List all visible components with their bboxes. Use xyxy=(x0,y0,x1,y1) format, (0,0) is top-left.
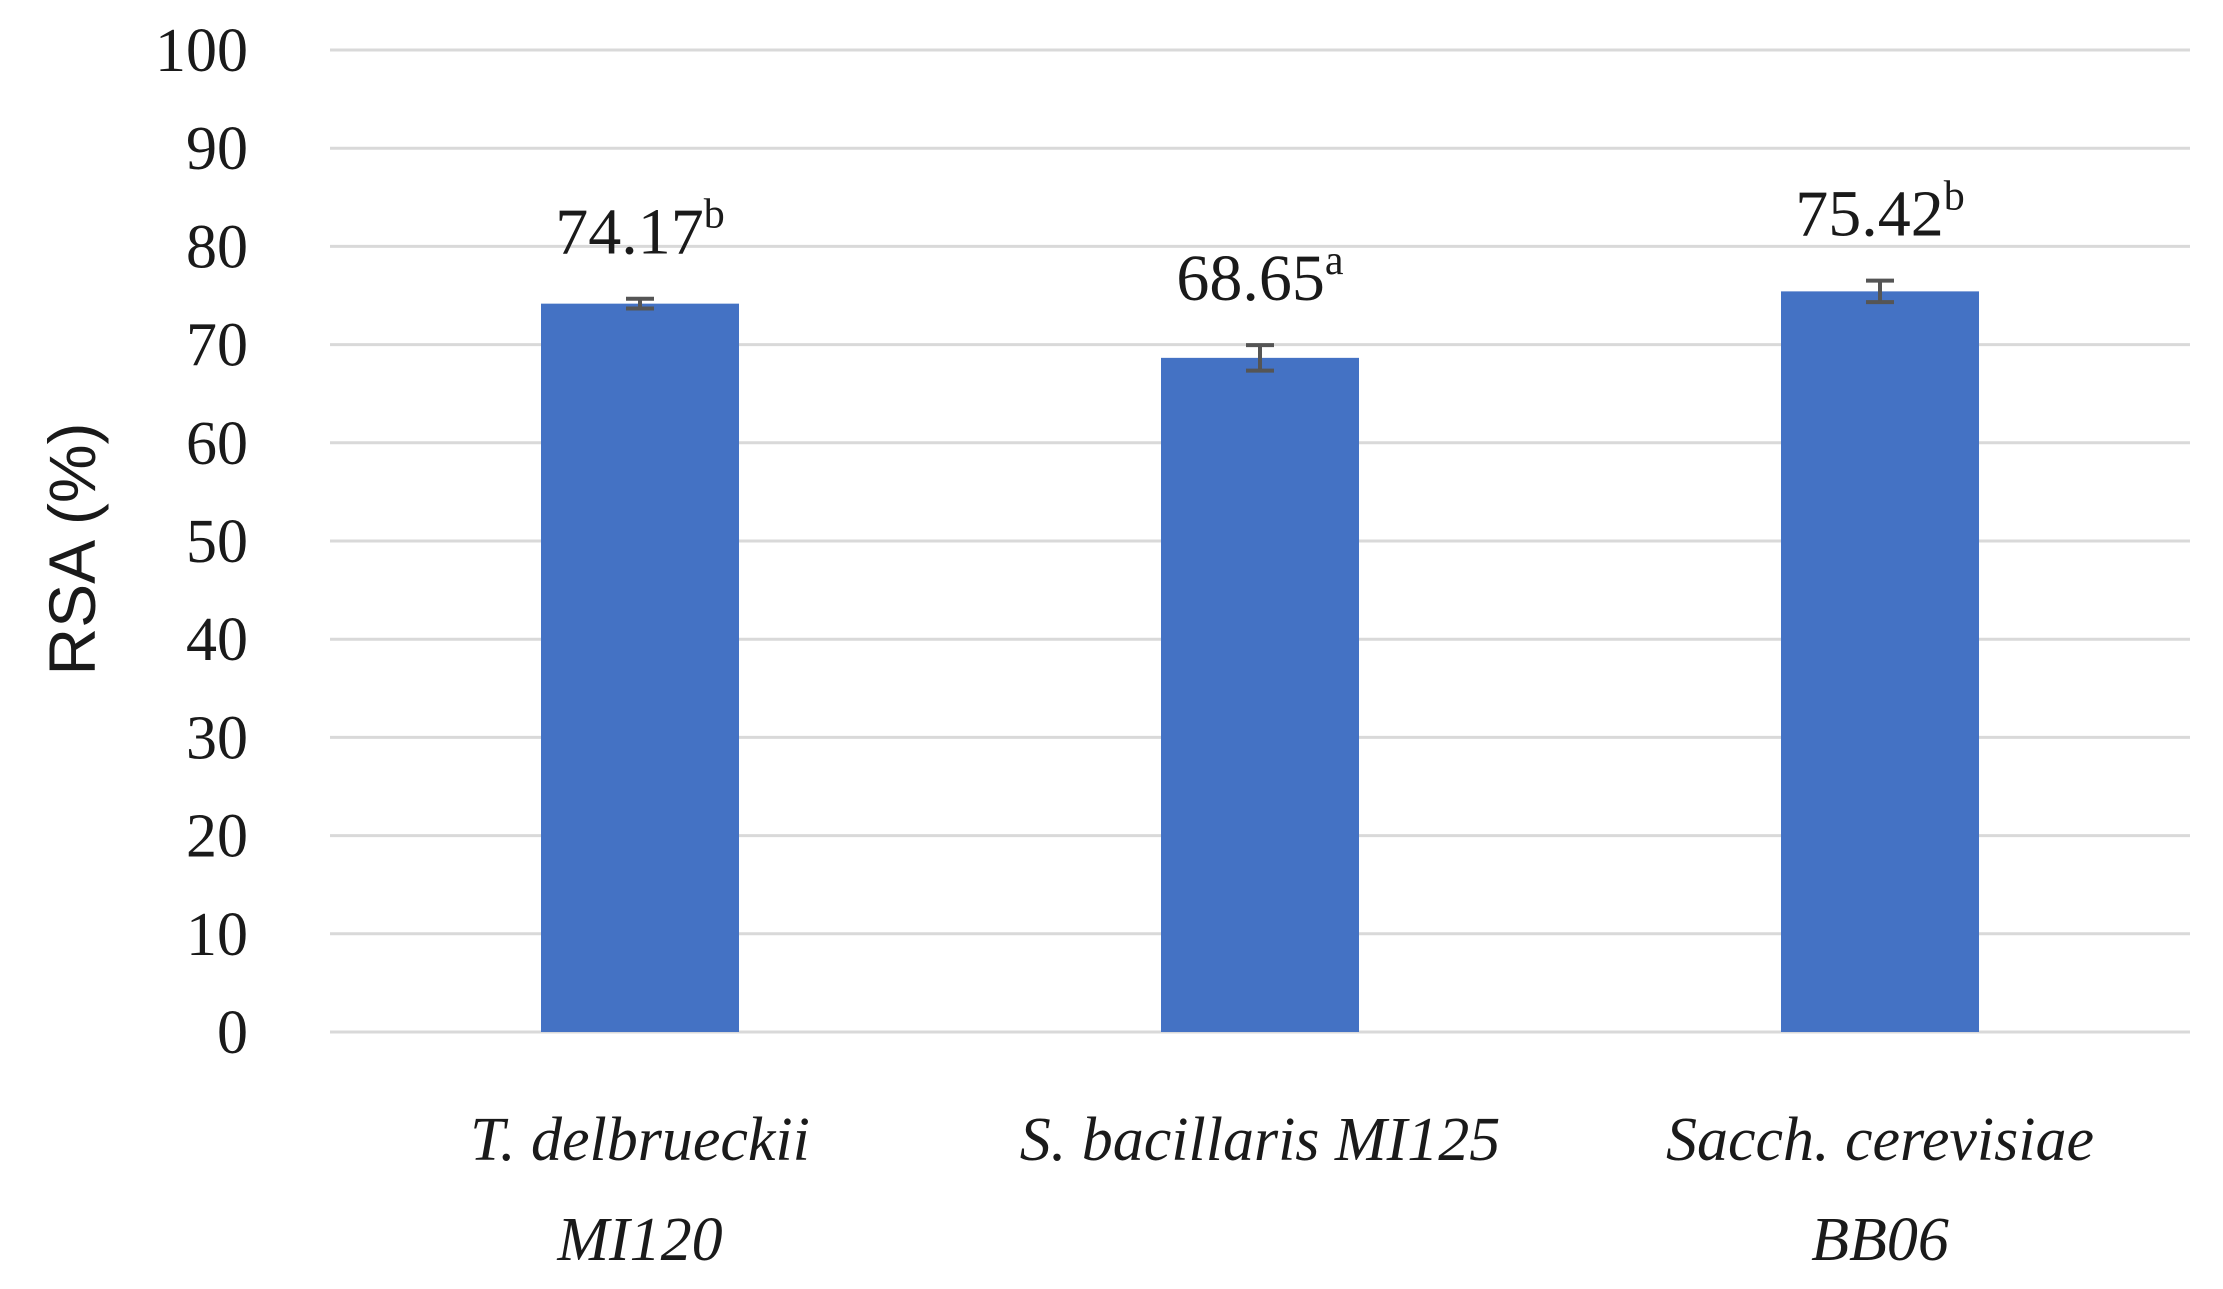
y-tick-label: 80 xyxy=(186,213,248,281)
y-tick-label: 70 xyxy=(186,312,248,380)
y-tick-label: 10 xyxy=(186,901,248,969)
y-tick-label: 30 xyxy=(186,704,248,772)
bar xyxy=(541,303,739,1032)
error-bar xyxy=(1866,278,1894,305)
x-category-label: BB06 xyxy=(1811,1206,1949,1274)
x-category-label: S. bacillaris MI125 xyxy=(1020,1106,1500,1174)
y-tick-label: 40 xyxy=(186,606,248,674)
x-category-label: Sacch. cerevisiae xyxy=(1666,1106,2094,1174)
data-label: 74.17b xyxy=(555,192,725,269)
x-category-label: T. delbrueckii xyxy=(470,1106,810,1174)
error-bars xyxy=(626,278,1894,373)
bar xyxy=(1781,291,1979,1032)
y-tick-label: 90 xyxy=(186,115,248,183)
y-tick-label: 0 xyxy=(217,999,248,1067)
y-tick-label: 100 xyxy=(155,17,248,85)
error-bar xyxy=(1246,343,1274,373)
y-axis-title: RSA (%) xyxy=(35,422,109,675)
y-tick-label: 60 xyxy=(186,410,248,478)
bar xyxy=(1161,357,1359,1032)
bars xyxy=(541,291,1979,1032)
data-labels: 74.17b 68.65a 75.42b xyxy=(555,174,1965,316)
y-axis-ticks: 0 10 20 30 40 50 60 70 80 90 100 xyxy=(155,17,248,1067)
error-bar xyxy=(626,296,654,311)
x-axis-labels: T. delbrueckii MI120 S. bacillaris MI125 Sa… xyxy=(470,1106,2094,1274)
x-category-label: MI120 xyxy=(556,1206,722,1274)
y-tick-label: 50 xyxy=(186,508,248,576)
y-tick-label: 20 xyxy=(186,803,248,871)
data-label: 68.65a xyxy=(1176,238,1344,315)
data-label: 75.42b xyxy=(1795,174,1965,251)
